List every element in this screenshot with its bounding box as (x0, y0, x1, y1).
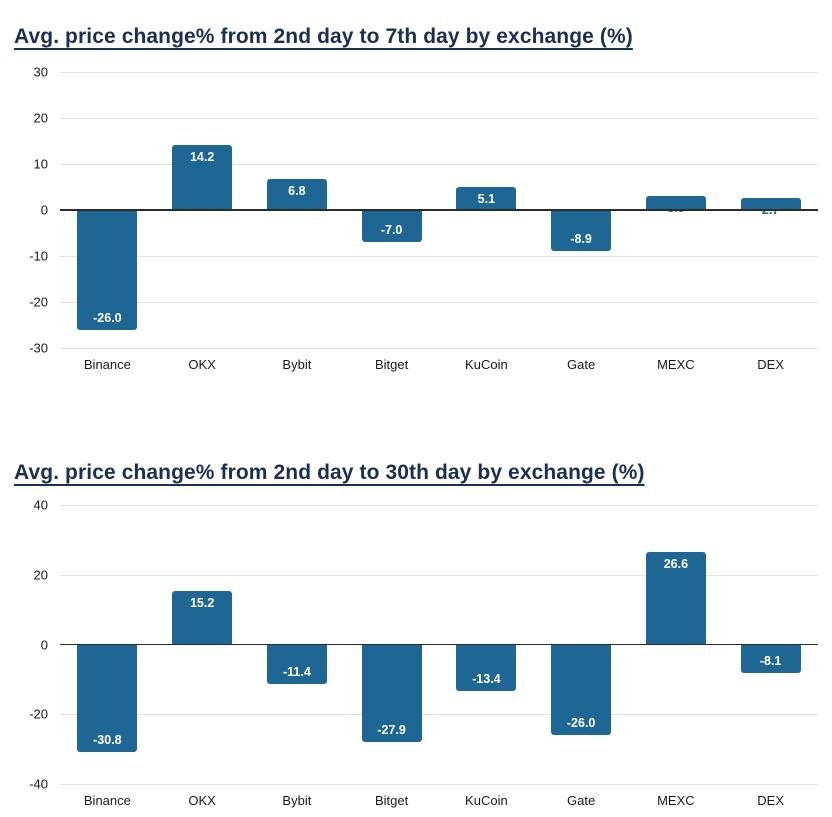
gridline (60, 72, 818, 73)
y-tick-label: -10 (29, 248, 48, 264)
bar-value-label: 15.2 (189, 596, 215, 611)
bar-value-label: 5.1 (477, 191, 496, 206)
gridline (60, 348, 818, 349)
bar-okx: 14.2 (172, 144, 233, 210)
bar-value-label: -8.1 (759, 653, 782, 668)
x-category-label: Bybit (282, 357, 312, 372)
y-tick-label: -30 (29, 340, 48, 356)
bar-gate: -26.0 (551, 644, 612, 736)
y-tick-label: 20 (33, 567, 48, 583)
y-tick-label: -40 (29, 776, 48, 792)
chart-section-7d: Avg. price change% from 2nd day to 7th d… (14, 25, 818, 372)
bar-dex: -8.1 (740, 644, 801, 673)
chart-title-7d: Avg. price change% from 2nd day to 7th d… (14, 25, 633, 49)
gridline (60, 784, 818, 785)
y-tick-label: 40 (33, 497, 48, 513)
bar-value-label: -27.9 (377, 722, 406, 737)
gridline (60, 256, 818, 257)
zero-axis-line (60, 643, 818, 645)
x-category-label: OKX (188, 793, 216, 808)
x-category-label: MEXC (657, 793, 695, 808)
bar-value-label: -7.0 (380, 223, 403, 238)
bar-value-label: -26.0 (93, 310, 122, 325)
y-tick-label: 0 (40, 202, 48, 218)
bar-value-label: -11.4 (282, 665, 311, 680)
bar-binance: -26.0 (77, 210, 138, 330)
x-category-label: KuCoin (465, 357, 508, 372)
gridline (60, 505, 818, 506)
x-category-label: KuCoin (465, 793, 508, 808)
x-category-label: MEXC (657, 357, 695, 372)
chart-section-30d: Avg. price change% from 2nd day to 30th … (0, 420, 832, 817)
x-category-label: Binance (83, 357, 131, 372)
y-tick-label: 20 (33, 110, 48, 126)
bar-mexc: 26.6 (645, 551, 706, 645)
x-category-label: Gate (567, 357, 596, 372)
x-category-label: Gate (567, 793, 596, 808)
bar-bybit: 6.8 (266, 178, 327, 210)
gridline (60, 302, 818, 303)
bar-value-label: -26.0 (566, 716, 596, 731)
bar-value-label: 14.2 (189, 149, 215, 164)
x-category-label: Binance (83, 793, 131, 808)
bar-gate: -8.9 (551, 210, 612, 251)
bar-bybit: -11.4 (266, 644, 327, 685)
gridline (60, 118, 818, 119)
y-tick-label: 10 (33, 156, 48, 172)
bar-okx: 15.2 (172, 591, 233, 645)
bar-value-label: -30.8 (93, 732, 122, 747)
y-tick-label: -20 (29, 294, 48, 310)
bar-chart-7d-plot-area: 30 20 10 0 -10 -20 -30 -26.0 Binance 14.2 OKX 6.8 By… (29, 65, 818, 372)
bar-mexc: 3.0 (645, 196, 706, 215)
x-category-label: Bybit (282, 793, 312, 808)
x-category-label: Bitget (375, 357, 409, 372)
zero-axis-line (60, 209, 818, 211)
bar-binance: -30.8 (77, 644, 138, 752)
bar-kucoin: -13.4 (456, 644, 517, 692)
bar-value-label: 6.8 (288, 183, 306, 198)
gridline (60, 574, 818, 576)
chart-title-30d: Avg. price change% from 2nd day to 30th … (14, 461, 645, 485)
bar-value-label: -8.9 (570, 231, 592, 246)
bar-value-label: -13.4 (472, 672, 501, 687)
bar-value-label: 3.0 (636, 201, 716, 215)
gridline (60, 714, 818, 716)
bar-chart-30d-plot-area: 40 20 0 -20 -40 -30.8 Binance 15.2 OKX -11.4 Bybit… (29, 498, 818, 808)
bar-bitget: -27.9 (361, 644, 422, 742)
y-tick-label: 30 (33, 64, 48, 80)
x-category-label: DEX (757, 793, 784, 808)
y-tick-label: 0 (40, 637, 48, 652)
x-category-label: Bitget (375, 793, 409, 808)
x-category-label: DEX (757, 357, 784, 372)
bar-kucoin: 5.1 (456, 186, 517, 210)
x-category-label: OKX (188, 357, 216, 372)
bar-value-label: 26.6 (663, 556, 689, 571)
gridline (60, 164, 818, 165)
bar-bitget: -7.0 (361, 210, 422, 243)
y-tick-label: -20 (29, 706, 48, 722)
